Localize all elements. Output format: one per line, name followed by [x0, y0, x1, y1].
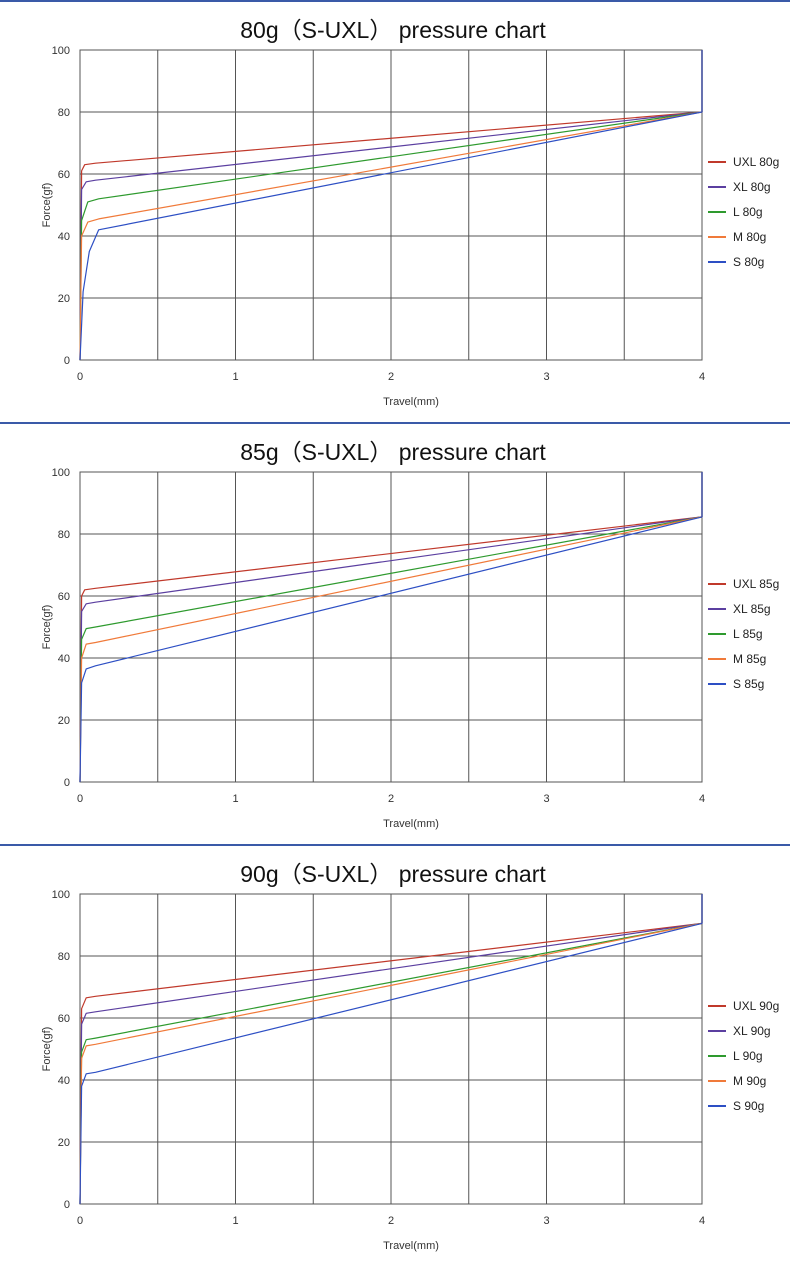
series-group [79, 472, 703, 783]
series-group [79, 894, 703, 1205]
series-group [79, 50, 703, 361]
y-tick-label: 100 [52, 889, 70, 901]
legend-label: L 85g [733, 627, 763, 641]
chart-title: 80g（S-UXL） pressure chart [240, 17, 546, 43]
plot-frame [79, 49, 703, 361]
legend-label: M 80g [733, 230, 766, 244]
x-tick-label: 1 [232, 793, 238, 805]
legend-label: S 80g [733, 255, 764, 269]
x-tick-label: 3 [543, 371, 549, 383]
y-tick-label: 80 [58, 951, 70, 963]
y-tick-label: 60 [58, 591, 70, 603]
pressure-chart-80g: 80g（S-UXL） pressure chart 0 20 40 60 80 100 0 1 2… [41, 17, 779, 408]
chart-title: 90g（S-UXL） pressure chart [240, 861, 546, 887]
series-line-s [79, 894, 703, 1205]
y-tick-label: 0 [64, 1199, 70, 1211]
pressure-chart-85g: 85g（S-UXL） pressure chart 0 20 40 60 80 100 0 1 2… [41, 439, 779, 830]
legend-label: UXL 85g [733, 577, 779, 591]
x-tick-label: 0 [77, 1215, 83, 1227]
grid [80, 49, 702, 360]
legend-label: XL 80g [733, 180, 771, 194]
separator-1 [0, 422, 790, 424]
legend: UXL 90g XL 90g L 90g M 90g S 90g [708, 999, 779, 1113]
top-separator [0, 0, 790, 2]
x-axis-label: Travel(mm) [383, 396, 439, 408]
separator-2 [0, 844, 790, 846]
y-axis-label: Force(gf) [41, 605, 53, 650]
y-tick-label: 80 [58, 107, 70, 119]
legend-label: XL 85g [733, 602, 771, 616]
legend-label: XL 90g [733, 1024, 771, 1038]
y-axis-label: Force(gf) [41, 1027, 53, 1072]
y-tick-label: 40 [58, 1075, 70, 1087]
legend: UXL 85g XL 85g L 85g M 85g S 85g [708, 577, 779, 691]
series-line-s [79, 472, 703, 783]
legend-label: M 90g [733, 1074, 766, 1088]
legend-label: M 85g [733, 652, 766, 666]
chart-panel-80g: 80g（S-UXL） pressure chart 0 20 40 60 80 100 0 1 2… [0, 2, 790, 422]
legend: UXL 80g XL 80g L 80g M 80g S 80g [708, 155, 779, 269]
x-tick-label: 4 [699, 371, 705, 383]
x-tick-label: 4 [699, 1215, 705, 1227]
y-tick-label: 0 [64, 355, 70, 367]
x-tick-label: 0 [77, 793, 83, 805]
y-tick-label: 40 [58, 653, 70, 665]
pressure-chart-90g: 90g（S-UXL） pressure chart 0 20 40 60 80 100 0 1 2… [41, 861, 779, 1252]
y-tick-label: 20 [58, 293, 70, 305]
x-tick-label: 0 [77, 371, 83, 383]
x-axis-label: Travel(mm) [383, 818, 439, 830]
y-axis-label: Force(gf) [41, 183, 53, 228]
x-tick-label: 2 [388, 793, 394, 805]
y-tick-label: 40 [58, 231, 70, 243]
y-tick-label: 60 [58, 1013, 70, 1025]
y-tick-label: 80 [58, 529, 70, 541]
legend-label: S 85g [733, 677, 764, 691]
y-tick-label: 100 [52, 467, 70, 479]
x-tick-label: 1 [232, 1215, 238, 1227]
x-tick-label: 2 [388, 1215, 394, 1227]
legend-label: L 90g [733, 1049, 763, 1063]
y-tick-label: 0 [64, 777, 70, 789]
x-tick-label: 4 [699, 793, 705, 805]
x-tick-label: 1 [232, 371, 238, 383]
legend-label: S 90g [733, 1099, 764, 1113]
chart-panel-90g: 90g（S-UXL） pressure chart 0 20 40 60 80 100 0 1 2… [0, 846, 790, 1265]
x-tick-label: 3 [543, 793, 549, 805]
legend-label: L 80g [733, 205, 763, 219]
series-line-s [79, 50, 703, 361]
x-tick-label: 2 [388, 371, 394, 383]
chart-title: 85g（S-UXL） pressure chart [240, 439, 546, 465]
legend-label: UXL 90g [733, 999, 779, 1013]
chart-panel-85g: 85g（S-UXL） pressure chart 0 20 40 60 80 100 0 1 2… [0, 424, 790, 844]
legend-label: UXL 80g [733, 155, 779, 169]
x-axis-label: Travel(mm) [383, 1240, 439, 1252]
y-tick-label: 20 [58, 1137, 70, 1149]
grid [80, 471, 702, 782]
plot-frame [79, 471, 703, 783]
plot-frame [79, 893, 703, 1205]
y-tick-label: 60 [58, 169, 70, 181]
y-tick-label: 20 [58, 715, 70, 727]
x-tick-label: 3 [543, 1215, 549, 1227]
y-tick-label: 100 [52, 45, 70, 57]
